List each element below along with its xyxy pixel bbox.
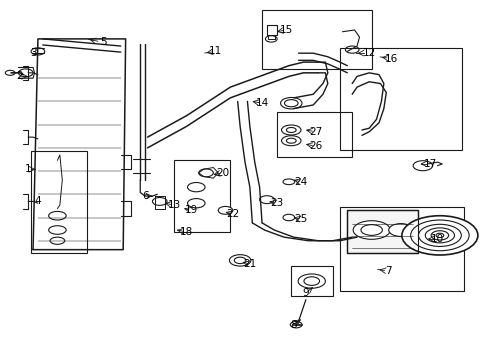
Text: 9: 9 (303, 288, 309, 297)
Text: 4: 4 (35, 197, 41, 206)
Ellipse shape (260, 196, 274, 203)
Ellipse shape (402, 216, 478, 255)
Bar (340, 48, 462, 150)
Bar (347, 210, 418, 253)
Ellipse shape (218, 206, 233, 214)
Ellipse shape (353, 221, 390, 239)
Ellipse shape (19, 69, 33, 77)
Text: 2: 2 (17, 71, 23, 81)
Text: 5: 5 (100, 37, 107, 48)
Text: 7: 7 (386, 266, 392, 276)
Bar (30, 152, 87, 253)
Text: 6: 6 (142, 191, 148, 201)
Text: 24: 24 (294, 177, 308, 187)
Ellipse shape (5, 70, 15, 75)
Ellipse shape (282, 136, 301, 146)
Ellipse shape (418, 224, 461, 247)
Bar (340, 207, 464, 291)
Bar (291, 266, 333, 296)
Ellipse shape (152, 198, 167, 205)
Ellipse shape (281, 98, 302, 109)
Ellipse shape (266, 36, 277, 42)
Text: 19: 19 (185, 205, 198, 215)
Text: 26: 26 (309, 141, 322, 151)
Ellipse shape (188, 199, 205, 208)
Text: 12: 12 (363, 48, 376, 58)
Text: 18: 18 (180, 227, 193, 237)
Text: 13: 13 (168, 200, 181, 210)
Ellipse shape (290, 321, 302, 328)
Ellipse shape (283, 214, 294, 221)
Bar (277, 112, 352, 157)
Text: 1: 1 (25, 164, 31, 174)
Ellipse shape (229, 255, 251, 266)
Ellipse shape (298, 274, 325, 288)
Bar (262, 10, 372, 69)
Ellipse shape (282, 125, 301, 135)
Bar (174, 160, 230, 232)
Text: 14: 14 (255, 98, 269, 108)
Text: 23: 23 (270, 198, 283, 208)
Text: 20: 20 (217, 168, 230, 178)
Text: 11: 11 (209, 46, 222, 57)
Ellipse shape (199, 169, 213, 177)
Text: 16: 16 (385, 54, 398, 64)
Ellipse shape (188, 183, 205, 192)
Ellipse shape (413, 161, 433, 171)
Text: 10: 10 (431, 234, 444, 244)
Text: 27: 27 (309, 127, 322, 137)
Text: 15: 15 (280, 25, 293, 35)
Text: 8: 8 (291, 320, 297, 330)
Ellipse shape (389, 224, 413, 237)
Text: 25: 25 (294, 214, 308, 224)
Ellipse shape (425, 228, 455, 243)
Ellipse shape (345, 46, 359, 53)
Text: 3: 3 (30, 48, 36, 58)
Text: 17: 17 (423, 159, 437, 169)
Text: 22: 22 (226, 209, 240, 219)
Ellipse shape (411, 220, 469, 251)
Ellipse shape (283, 179, 294, 185)
Text: 21: 21 (243, 259, 256, 269)
Ellipse shape (431, 231, 449, 240)
Ellipse shape (31, 48, 45, 55)
